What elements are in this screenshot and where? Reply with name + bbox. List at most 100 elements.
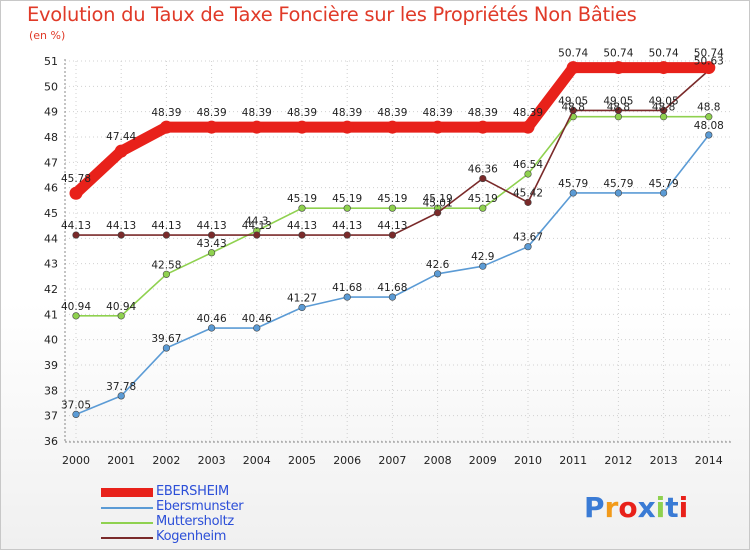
- data-label: 44.13: [332, 220, 362, 232]
- data-label: 48.8: [562, 102, 585, 114]
- data-label: 48.8: [607, 102, 630, 114]
- data-label: 44.13: [377, 220, 407, 232]
- data-label: 39.67: [151, 333, 181, 345]
- x-tick-label: 2012: [604, 454, 632, 467]
- y-tick-label: 41: [44, 308, 58, 321]
- data-label: 48.39: [287, 107, 317, 119]
- x-tick-label: 2007: [378, 454, 406, 467]
- data-label: 40.94: [61, 301, 91, 313]
- x-tick-label: 2010: [514, 454, 542, 467]
- data-point: [659, 113, 668, 121]
- logo-letter: i: [678, 491, 689, 524]
- data-label: 37.05: [61, 399, 91, 411]
- data-point: [340, 120, 354, 134]
- data-point: [385, 120, 399, 134]
- data-point: [479, 174, 487, 183]
- data-point: [431, 120, 445, 134]
- logo-letter: P: [584, 491, 605, 524]
- data-point: [614, 106, 623, 114]
- data-point: [343, 231, 351, 239]
- data-label: 41.68: [332, 282, 362, 294]
- x-tick-label: 2005: [288, 454, 316, 467]
- data-label: 50.74: [694, 48, 724, 60]
- data-label: 45.42: [513, 187, 543, 199]
- y-tick-label: 38: [44, 384, 58, 397]
- y-tick-label: 46: [44, 182, 58, 195]
- proxiti-logo: Proxiti: [584, 491, 688, 524]
- data-point: [117, 392, 125, 400]
- data-label: 44.13: [242, 220, 272, 232]
- data-point: [295, 120, 309, 134]
- data-point: [69, 186, 83, 200]
- y-tick-label: 48: [44, 131, 58, 144]
- data-point: [208, 249, 216, 257]
- data-label: 40.46: [197, 313, 227, 325]
- data-label: 46.36: [468, 164, 498, 176]
- data-label: 41.68: [377, 282, 407, 294]
- data-point: [298, 231, 306, 239]
- x-tick-label: 2003: [198, 454, 226, 467]
- chart-title: Evolution du Taux de Taxe Foncière sur l…: [27, 3, 637, 26]
- y-tick-label: 44: [44, 232, 58, 245]
- data-label: 48.39: [151, 107, 181, 119]
- data-label: 48.39: [242, 107, 272, 119]
- data-point: [72, 231, 80, 239]
- x-tick-label: 2008: [424, 454, 452, 467]
- data-label: 50.74: [603, 48, 633, 60]
- data-label: 49.05: [603, 95, 633, 107]
- legend-label-ebersheim: EBERSHEIM: [156, 484, 229, 499]
- data-label: 37.78: [106, 381, 136, 393]
- data-point: [162, 344, 170, 352]
- data-point: [253, 231, 261, 239]
- data-point: [343, 293, 351, 301]
- legend-swatch-ebersheim: [101, 488, 153, 497]
- logo-letter: r: [604, 491, 619, 524]
- legend-swatch-kogenheim: [101, 537, 153, 539]
- data-label: 48.08: [694, 120, 724, 132]
- data-point: [298, 204, 306, 212]
- data-point: [614, 113, 623, 121]
- data-label: 43.67: [513, 232, 543, 244]
- data-label: 48.8: [652, 102, 675, 114]
- data-label: 50.74: [649, 48, 679, 60]
- data-label: 45.19: [287, 193, 317, 205]
- data-label: 45.79: [558, 178, 588, 190]
- logo-letter: o: [618, 491, 638, 524]
- logo-letter: i: [655, 491, 666, 524]
- y-tick-label: 47: [44, 156, 58, 169]
- y-tick-label: 40: [44, 334, 58, 347]
- y-tick-label: 43: [44, 258, 58, 271]
- data-point: [434, 270, 442, 278]
- data-point: [705, 131, 713, 139]
- data-point: [614, 189, 623, 197]
- data-label: 47.44: [106, 131, 136, 143]
- data-label: 44.13: [106, 220, 136, 232]
- data-label: 44.3: [245, 216, 268, 228]
- logo-letter: t: [665, 491, 679, 524]
- data-point: [569, 106, 577, 114]
- data-label: 45.19: [423, 193, 453, 205]
- data-label: 43.43: [197, 238, 227, 250]
- data-label: 48.39: [332, 107, 362, 119]
- data-point: [114, 144, 128, 158]
- data-label: 45.19: [468, 193, 498, 205]
- data-point: [343, 204, 351, 212]
- data-label: 45.78: [61, 173, 91, 185]
- data-point: [159, 120, 173, 134]
- chart-subtitle: (en %): [29, 29, 66, 42]
- data-point: [705, 113, 713, 121]
- data-label: 45.79: [649, 178, 679, 190]
- data-label: 40.94: [106, 301, 136, 313]
- data-label: 50.63: [694, 55, 724, 67]
- x-tick-label: 2002: [152, 454, 180, 467]
- data-label: 48.39: [513, 107, 543, 119]
- data-point: [479, 262, 487, 270]
- data-point: [524, 243, 532, 251]
- data-point: [205, 120, 219, 134]
- data-label: 48.39: [377, 107, 407, 119]
- legend-label-kogenheim: Kogenheim: [156, 529, 227, 544]
- series-line-ebersmunster: [75, 134, 710, 416]
- data-point: [253, 324, 261, 332]
- data-point: [479, 204, 487, 212]
